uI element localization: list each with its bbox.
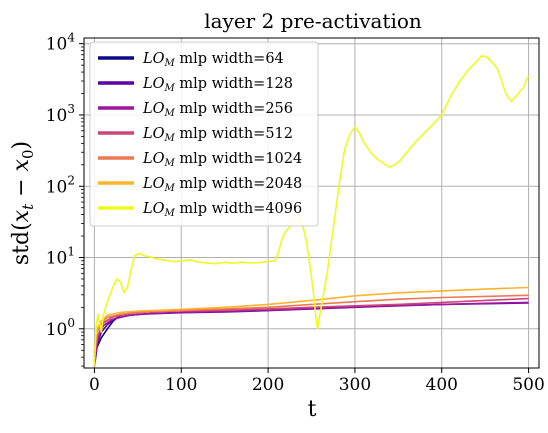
legend-label: LOM mlp width=512 bbox=[142, 126, 293, 144]
chart-title: layer 2 pre-activation bbox=[204, 9, 422, 33]
series-line bbox=[93, 297, 529, 358]
y-tick-label: 103 bbox=[46, 102, 75, 126]
x-tick-label: 0 bbox=[89, 375, 100, 395]
series-line bbox=[93, 286, 529, 351]
y-axis-ticks: 100 101 102 103 104 bbox=[46, 31, 84, 367]
x-tick-label: 400 bbox=[426, 375, 458, 395]
y-axis-label: std(xt − x0) bbox=[9, 141, 37, 265]
legend-label: LOM mlp width=1024 bbox=[142, 151, 302, 169]
y-tick-label: 102 bbox=[46, 173, 75, 197]
y-axis-label-x2: x bbox=[9, 158, 34, 171]
x-axis-label: t bbox=[308, 397, 317, 422]
y-axis-label-minus: − bbox=[9, 171, 34, 203]
legend-label: LOM mlp width=4096 bbox=[142, 201, 302, 219]
legend-label: LOM mlp width=256 bbox=[142, 101, 293, 119]
series-group bbox=[93, 54, 530, 367]
x-axis-ticks: 0 100 200 300 400 500 bbox=[89, 368, 545, 395]
y-tick-label: 104 bbox=[46, 31, 76, 55]
legend-label: LOM mlp width=2048 bbox=[142, 176, 302, 194]
plot-frame bbox=[83, 37, 540, 369]
series-line bbox=[93, 54, 530, 367]
y-axis-label-x: x bbox=[9, 209, 34, 222]
x-tick-label: 300 bbox=[339, 375, 371, 395]
y-tick-label: 101 bbox=[46, 245, 75, 269]
y-axis-label-zero: 0 bbox=[19, 149, 37, 159]
series-line bbox=[93, 294, 529, 354]
x-tick-label: 200 bbox=[252, 375, 284, 395]
legend-label: LOM mlp width=64 bbox=[142, 51, 284, 69]
x-tick-label: 500 bbox=[512, 375, 544, 395]
series-line bbox=[93, 301, 529, 362]
y-axis-label-prefix: std( bbox=[9, 222, 34, 265]
legend-label: LOM mlp width=128 bbox=[142, 76, 293, 94]
y-axis-label-suffix: ) bbox=[9, 141, 34, 150]
legend-box bbox=[89, 41, 319, 227]
x-tick-label: 100 bbox=[165, 375, 197, 395]
legend: LOM mlp width=64 LOM mlp width=128 LOM mlp… bbox=[89, 41, 319, 227]
y-axis-label-t: t bbox=[19, 203, 37, 210]
y-tick-label: 100 bbox=[46, 316, 75, 340]
